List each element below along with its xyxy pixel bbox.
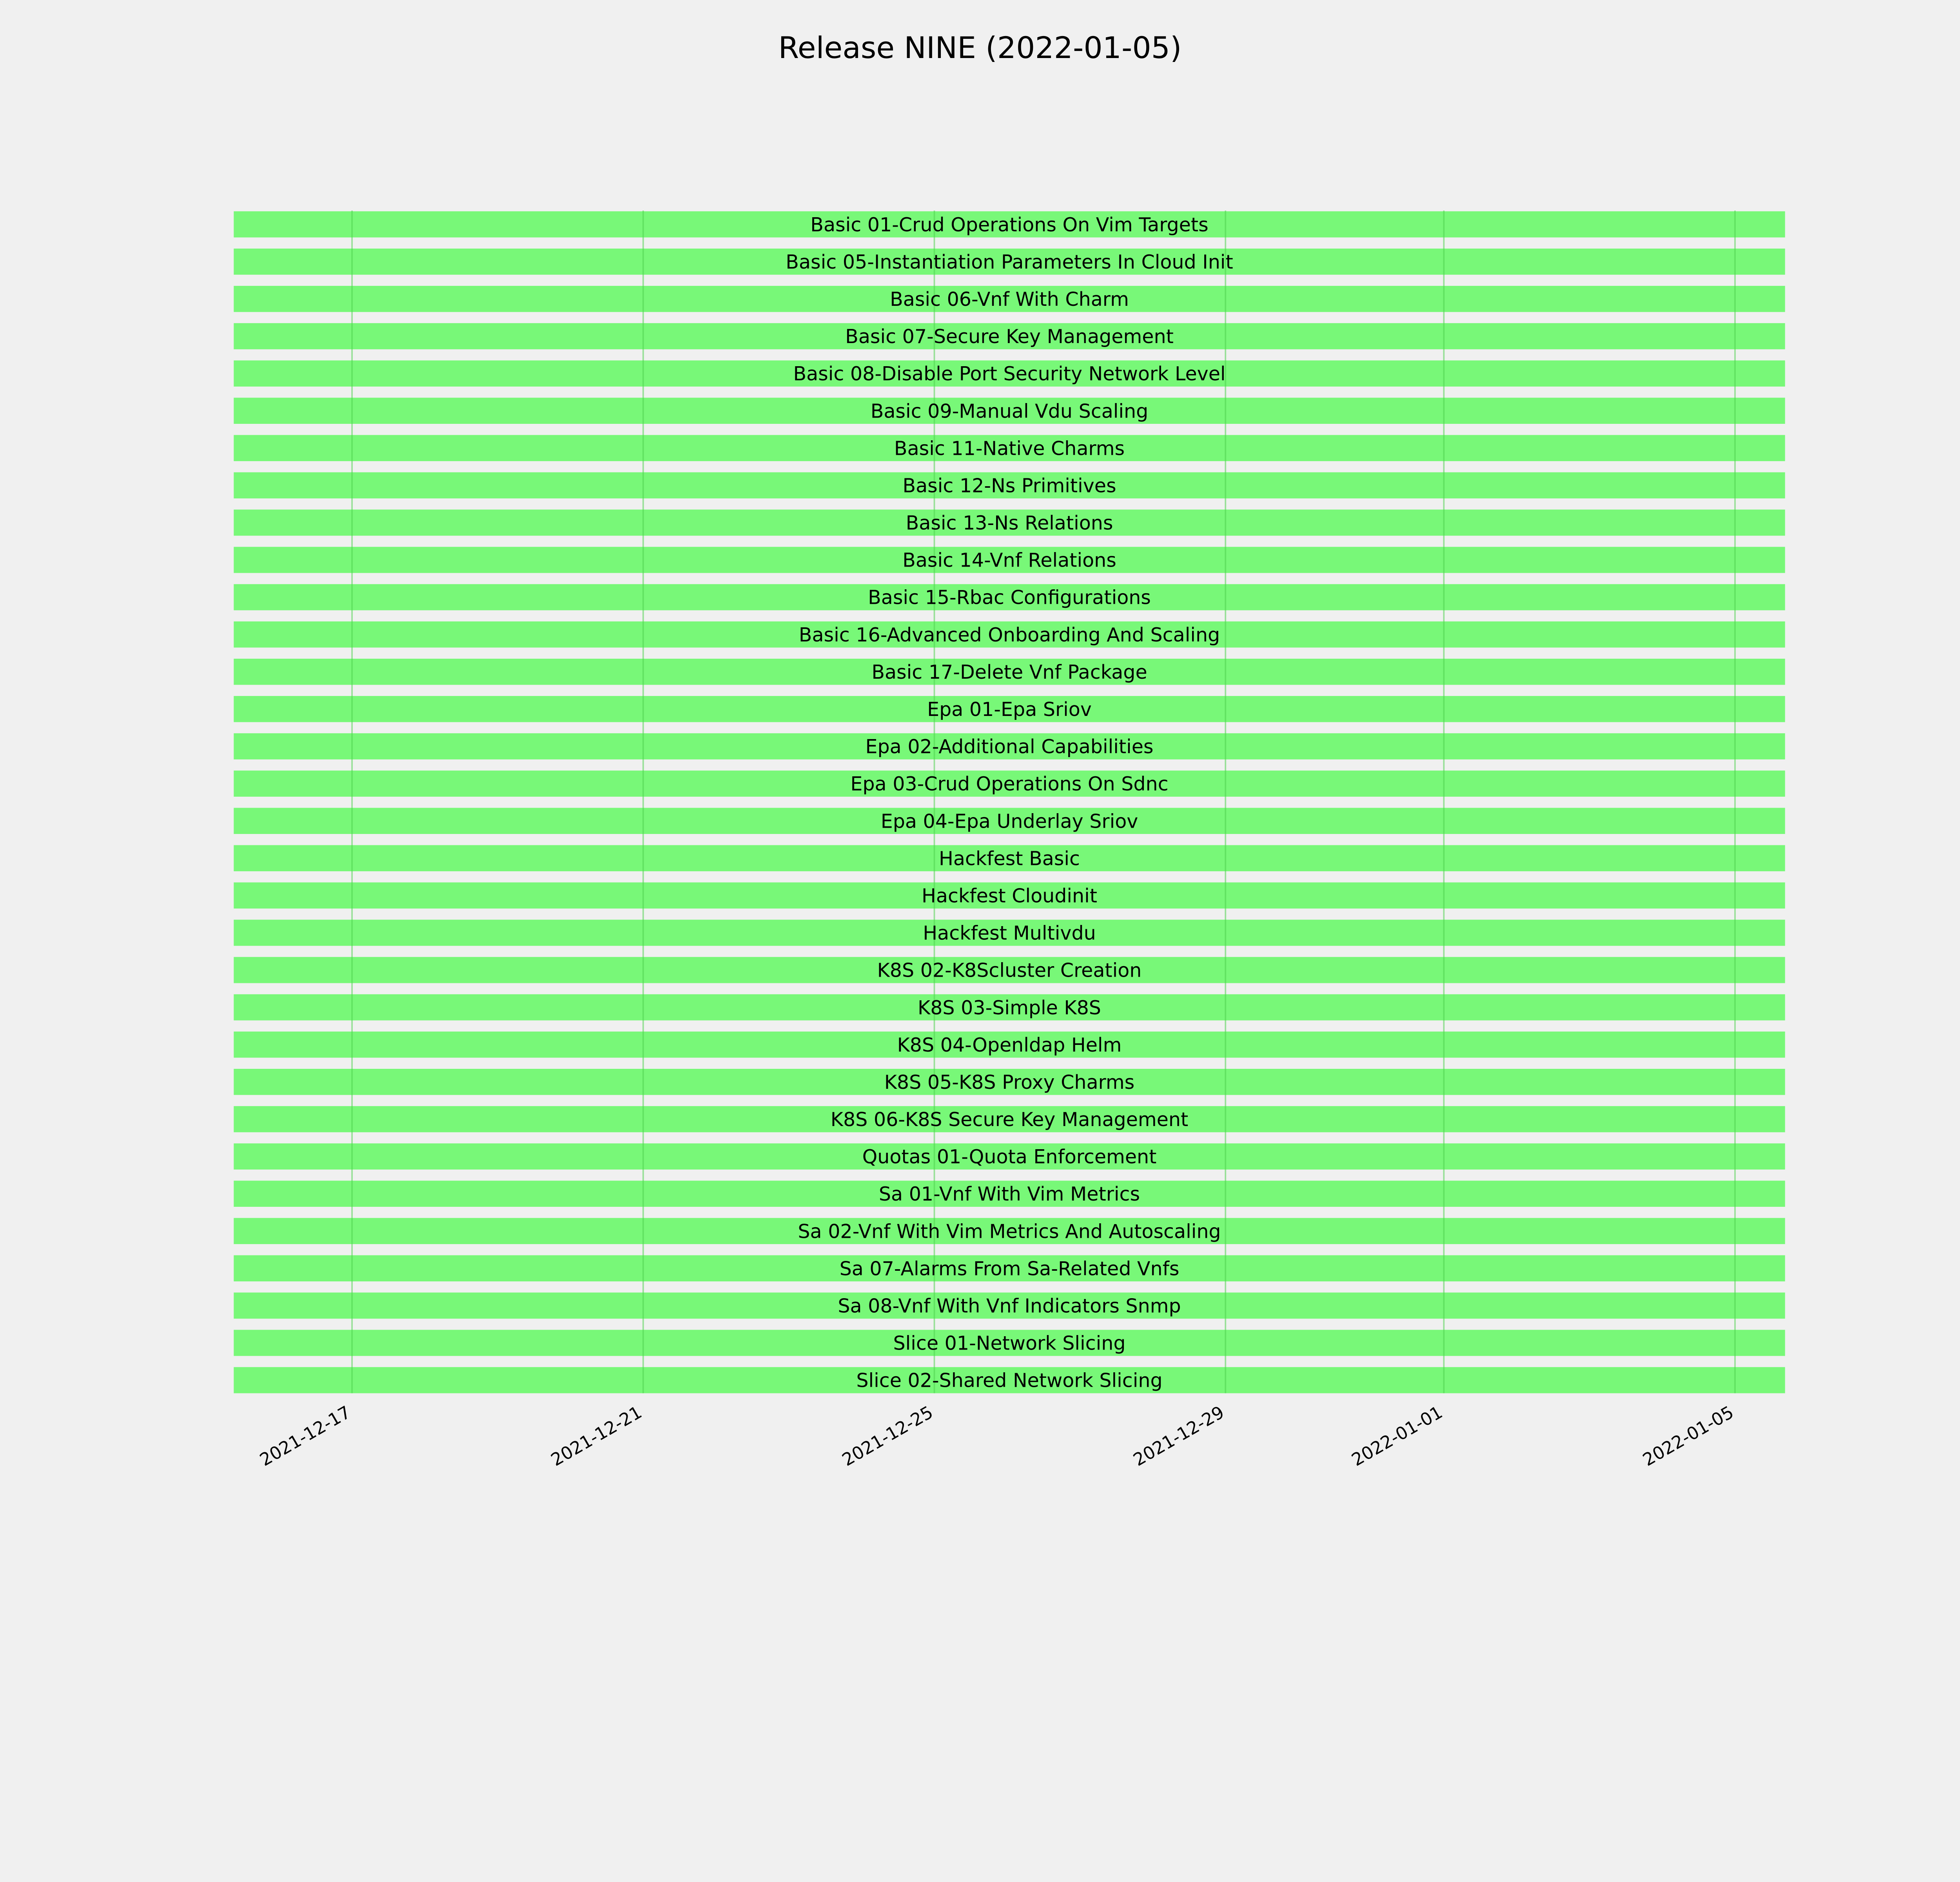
task-bar bbox=[234, 286, 1785, 312]
task-bar bbox=[234, 1292, 1785, 1319]
task-bar bbox=[234, 621, 1785, 648]
task-bar bbox=[234, 472, 1785, 499]
task-bar bbox=[234, 770, 1785, 797]
task-bar bbox=[234, 658, 1785, 685]
task-label: K8S 03-Simple K8S bbox=[918, 996, 1101, 1019]
task-bar bbox=[234, 1330, 1785, 1356]
task-label: Slice 02-Shared Network Slicing bbox=[856, 1369, 1162, 1392]
bar-labels-layer: Basic 01-Crud Operations On Vim Targets B… bbox=[786, 213, 1233, 1392]
x-tick-label: 2021-12-21 bbox=[548, 1402, 645, 1470]
x-tick-label: 2021-12-17 bbox=[256, 1402, 354, 1470]
x-tick-label: 2021-12-29 bbox=[1130, 1402, 1228, 1470]
x-tick-label: 2022-01-05 bbox=[1639, 1402, 1737, 1470]
task-label: Epa 03-Crud Operations On Sdnc bbox=[850, 772, 1168, 795]
task-bar bbox=[234, 1031, 1785, 1058]
bars-layer bbox=[234, 211, 1785, 1393]
task-bar bbox=[234, 323, 1785, 349]
task-label: K8S 05-K8S Proxy Charms bbox=[884, 1071, 1134, 1094]
task-bar bbox=[234, 547, 1785, 573]
task-label: Basic 15-Rbac Configurations bbox=[868, 586, 1151, 609]
task-label: Basic 16-Advanced Onboarding And Scaling bbox=[799, 623, 1220, 646]
task-bar bbox=[234, 509, 1785, 536]
task-label: Basic 08-Disable Port Security Network L… bbox=[793, 362, 1225, 385]
task-label: Sa 02-Vnf With Vim Metrics And Autoscali… bbox=[798, 1220, 1221, 1243]
task-label: K8S 02-K8Scluster Creation bbox=[877, 959, 1142, 982]
task-bar bbox=[234, 211, 1785, 238]
task-bar bbox=[234, 994, 1785, 1021]
task-bar bbox=[234, 435, 1785, 461]
task-bar bbox=[234, 584, 1785, 610]
task-bar bbox=[234, 1218, 1785, 1244]
task-bar bbox=[234, 360, 1785, 387]
gantt-chart: Release NINE (2022-01-05) Basic 01-Crud … bbox=[234, 31, 1785, 1470]
task-label: Sa 07-Alarms From Sa-Related Vnfs bbox=[840, 1257, 1180, 1280]
grid-layer bbox=[351, 211, 1736, 1393]
task-label: Hackfest Cloudinit bbox=[922, 884, 1097, 907]
task-label: Slice 01-Network Slicing bbox=[893, 1332, 1125, 1355]
task-bar bbox=[234, 1069, 1785, 1095]
task-label: Hackfest Multivdu bbox=[923, 922, 1096, 945]
task-bar bbox=[234, 1255, 1785, 1282]
task-label: Epa 01-Epa Sriov bbox=[927, 698, 1092, 721]
task-label: Basic 13-Ns Relations bbox=[906, 512, 1113, 534]
task-bar bbox=[234, 919, 1785, 946]
task-bar bbox=[234, 696, 1785, 722]
task-label: Basic 11-Native Charms bbox=[894, 437, 1125, 460]
task-bar bbox=[234, 1181, 1785, 1207]
task-bar bbox=[234, 1367, 1785, 1393]
task-bar bbox=[234, 398, 1785, 424]
task-bar bbox=[234, 1106, 1785, 1132]
chart-title: Release NINE (2022-01-05) bbox=[778, 31, 1181, 65]
x-tick-label: 2021-12-25 bbox=[839, 1402, 936, 1470]
task-label: K8S 04-Openldap Helm bbox=[897, 1034, 1122, 1056]
task-label: Basic 07-Secure Key Management bbox=[845, 325, 1174, 348]
x-tick-label: 2022-01-01 bbox=[1348, 1402, 1446, 1470]
task-bar bbox=[234, 957, 1785, 983]
task-bar bbox=[234, 733, 1785, 759]
task-label: Basic 01-Crud Operations On Vim Targets bbox=[810, 213, 1208, 236]
task-label: Basic 06-Vnf With Charm bbox=[890, 288, 1129, 311]
task-label: Epa 04-Epa Underlay Sriov bbox=[881, 810, 1138, 832]
task-label: Basic 09-Manual Vdu Scaling bbox=[871, 400, 1149, 422]
task-bar bbox=[234, 1143, 1785, 1170]
task-bar bbox=[234, 845, 1785, 872]
task-label: Quotas 01-Quota Enforcement bbox=[862, 1145, 1157, 1168]
task-label: Basic 12-Ns Primitives bbox=[902, 474, 1116, 497]
task-bar bbox=[234, 248, 1785, 275]
task-label: Hackfest Basic bbox=[939, 847, 1080, 870]
task-label: K8S 06-K8S Secure Key Management bbox=[831, 1108, 1188, 1131]
task-label: Epa 02-Additional Capabilities bbox=[866, 735, 1154, 758]
task-label: Basic 17-Delete Vnf Package bbox=[871, 661, 1147, 683]
task-label: Basic 14-Vnf Relations bbox=[902, 549, 1116, 572]
task-label: Basic 05-Instantiation Parameters In Clo… bbox=[786, 251, 1233, 273]
x-tick-labels: 2021-12-17 2021-12-21 2021-12-25 2021-12-29… bbox=[256, 1402, 1737, 1470]
task-label: Sa 08-Vnf With Vnf Indicators Snmp bbox=[838, 1294, 1181, 1317]
task-bar bbox=[234, 882, 1785, 909]
task-label: Sa 01-Vnf With Vim Metrics bbox=[879, 1183, 1140, 1205]
task-bar bbox=[234, 808, 1785, 834]
